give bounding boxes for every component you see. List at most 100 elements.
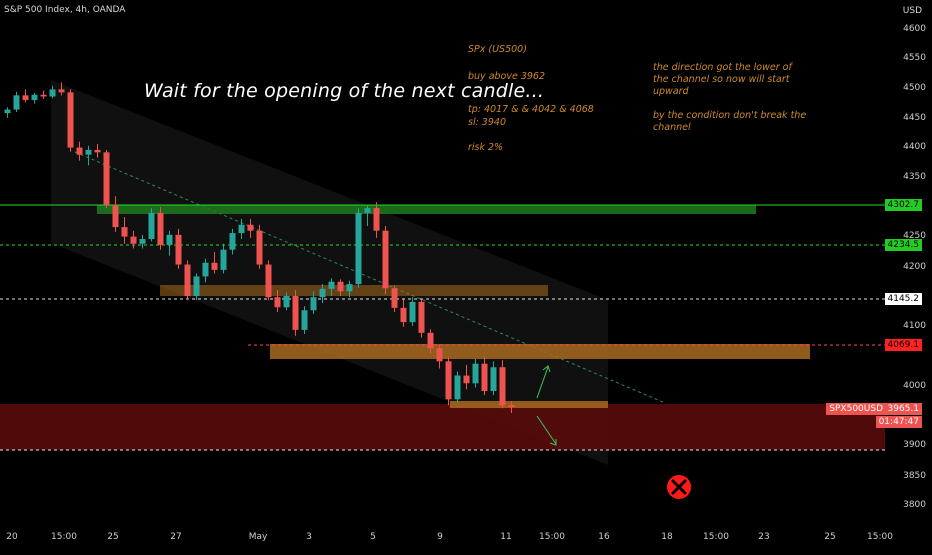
candle-body xyxy=(256,230,263,265)
currency-label: USD xyxy=(902,6,922,16)
candle-body xyxy=(76,147,83,155)
candles-group xyxy=(4,82,515,413)
green-resistance-zone xyxy=(97,205,756,214)
candle-body xyxy=(301,310,308,330)
candle-body xyxy=(481,363,488,391)
demand-red-zone xyxy=(0,404,885,450)
trade-tp-note: tp: 4017 & & 4042 & 4068 xyxy=(468,104,594,115)
x-tick-11: 11 xyxy=(500,532,512,542)
y-tick-4450: 4450 xyxy=(903,113,926,123)
x-tick-1500-c: 15:00 xyxy=(703,532,729,542)
candle-body xyxy=(49,89,56,97)
price-tag-4145: 4145.2 xyxy=(884,293,922,305)
candle-body xyxy=(94,149,101,153)
y-tick-4500: 4500 xyxy=(903,83,926,93)
orange-mid-zone xyxy=(270,344,810,359)
candle-body xyxy=(337,281,344,292)
close-marker-icon xyxy=(667,475,691,499)
price-tag-4302: 4302.7 xyxy=(884,199,922,211)
candle-body xyxy=(139,239,146,244)
candle-body xyxy=(175,234,182,265)
candle-body xyxy=(193,276,200,296)
candle-body xyxy=(391,288,398,308)
candle-body xyxy=(247,224,254,231)
candle-body xyxy=(166,234,173,245)
y-tick-3800: 3800 xyxy=(903,500,926,510)
candle-body xyxy=(229,233,236,250)
y-tick-4250: 4250 xyxy=(903,231,926,241)
y-tick-4100: 4100 xyxy=(903,321,926,331)
candle-body xyxy=(508,405,515,408)
y-tick-4200: 4200 xyxy=(903,262,926,272)
x-tick-27: 27 xyxy=(170,532,182,542)
x-tick-9: 9 xyxy=(437,532,443,542)
candle-body xyxy=(283,296,290,308)
candle-body xyxy=(265,264,272,298)
symbol-header: S&P 500 Index, 4h, OANDA xyxy=(4,5,126,15)
candle-body xyxy=(220,249,227,270)
candle-body xyxy=(58,89,65,93)
y-tick-3850: 3850 xyxy=(903,471,926,481)
comment-line-3: upward xyxy=(653,86,689,97)
down-arrow xyxy=(536,415,557,446)
up-arrow xyxy=(536,365,551,399)
candle-body xyxy=(211,262,218,270)
candle-body xyxy=(436,348,443,362)
orange-low-zone xyxy=(450,401,608,408)
comment-line-2: the channel so now will start xyxy=(653,74,790,85)
candle-body xyxy=(13,95,20,110)
price-tag-4234: 4234.5 xyxy=(884,239,922,251)
y-tick-4400: 4400 xyxy=(903,142,926,152)
candle-body xyxy=(4,109,11,114)
comment-line-5: channel xyxy=(653,122,691,133)
y-tick-4350: 4350 xyxy=(903,172,926,182)
y-tick-4550: 4550 xyxy=(903,53,926,63)
last-price-tag: 3965.1 xyxy=(884,403,922,415)
countdown-tag: 01:47:47 xyxy=(875,416,922,428)
x-tick-1500-a: 15:00 xyxy=(51,532,77,542)
candle-body xyxy=(427,332,434,349)
headline-annotation: Wait for the opening of the next candle.… xyxy=(144,80,545,102)
candle-body xyxy=(445,361,452,400)
candle-body xyxy=(490,367,497,391)
candle-body xyxy=(202,262,209,277)
symbol-tag: SPX500USD xyxy=(826,403,886,415)
descending-channel xyxy=(51,80,608,465)
x-tick-1500-d: 15:00 xyxy=(867,532,893,542)
trade-risk-note: risk 2% xyxy=(468,142,504,153)
candle-body xyxy=(472,363,479,384)
candle-body xyxy=(364,208,371,213)
candle-body xyxy=(238,224,245,234)
candle-body xyxy=(85,149,92,155)
channel-midline xyxy=(74,151,666,404)
candle-body xyxy=(112,205,119,228)
candle-body xyxy=(121,227,128,237)
comment-line-4: by the condition don't break the xyxy=(653,110,807,121)
trade-sl-note: sl: 3940 xyxy=(468,117,506,128)
candle-body xyxy=(319,288,326,298)
candle-body xyxy=(40,94,47,97)
candle-body xyxy=(373,208,380,231)
candle-body xyxy=(67,92,74,148)
candle-body xyxy=(130,236,137,244)
candle-body xyxy=(463,375,470,384)
x-tick-1500-b: 15:00 xyxy=(539,532,565,542)
candle-body xyxy=(310,297,317,311)
candle-body xyxy=(184,264,191,296)
x-tick-18: 18 xyxy=(661,532,673,542)
x-tick-5: 5 xyxy=(370,532,376,542)
candle-body xyxy=(400,307,407,323)
y-tick-4000: 4000 xyxy=(903,381,926,391)
candle-body xyxy=(22,95,29,101)
comment-line-1: the direction got the lower of xyxy=(653,62,792,73)
candle-body xyxy=(346,284,353,292)
y-tick-3900: 3900 xyxy=(903,440,926,450)
candle-body xyxy=(148,212,155,239)
x-tick-25-b: 25 xyxy=(824,532,836,542)
candle-body xyxy=(355,212,362,285)
candle-body xyxy=(157,212,164,245)
trade-symbol-note: SPx (US500) xyxy=(468,44,527,55)
orange-upper-zone xyxy=(160,285,548,296)
